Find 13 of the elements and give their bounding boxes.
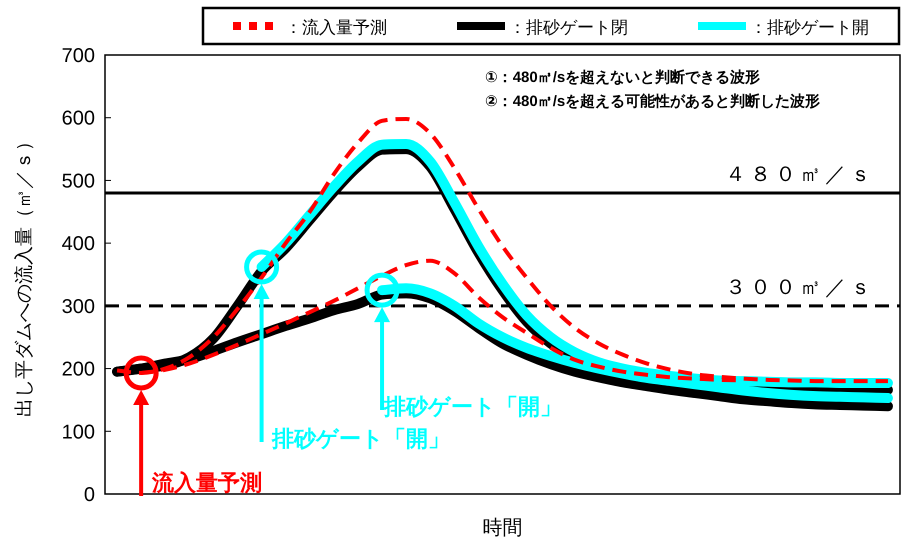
ytick-label: 0	[84, 484, 95, 506]
legend-label: ：排砂ゲート閉	[509, 18, 628, 37]
xlabel: 時間	[482, 517, 522, 539]
ylabel: 出し平ダムへの流入量（㎥／ｓ）	[14, 132, 35, 417]
ytick-label: 500	[62, 170, 95, 192]
ytick-label: 600	[62, 108, 95, 130]
legend-label: ：排砂ゲート開	[750, 18, 869, 37]
legend-label: ：流入量予測	[285, 18, 387, 37]
ytick-label: 200	[62, 358, 95, 381]
ytick-label: 700	[62, 45, 95, 67]
ytick-label: 400	[62, 233, 95, 256]
ytick-label: 100	[62, 421, 95, 444]
ytick-label: 300	[62, 296, 95, 318]
